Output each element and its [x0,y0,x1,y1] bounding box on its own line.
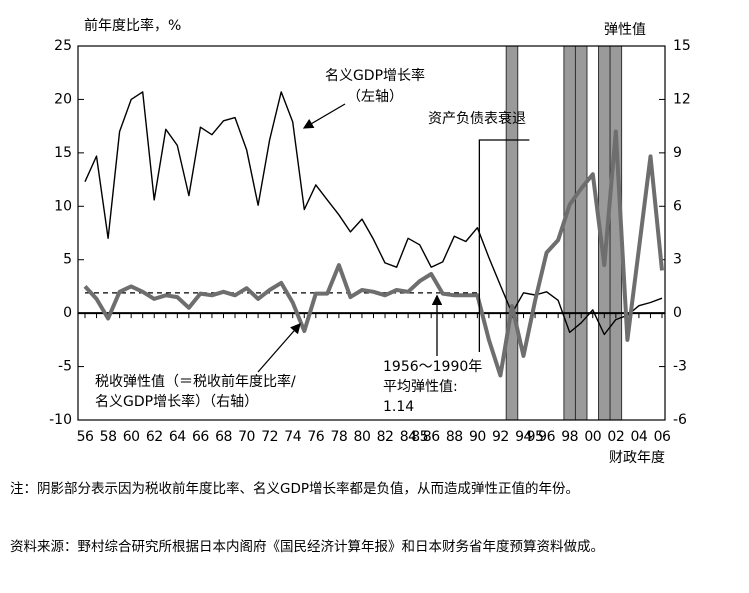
y2-tick-label: -6 [673,412,687,428]
y2-tick-label: 6 [673,198,682,214]
x-tick-label: 70 [238,429,255,445]
y-tick-label: 0 [63,305,72,321]
series-label: 税收弹性值（＝税收前年度比率/ [95,373,296,390]
y-tick-label: 25 [54,38,72,54]
x-tick-label: 78 [330,429,347,445]
x-tick-label: 76 [307,429,324,445]
series-line [84,91,663,336]
x-tick-label: 04 [631,429,648,445]
x-tick-label: 98 [561,429,578,445]
x-tick-label: 64 [169,429,186,445]
x-tick-label: 72 [261,429,278,445]
x-tick-label: 58 [100,429,117,445]
shaded-band [574,45,588,421]
x-tick-label: 95 [527,429,544,445]
x-tick-label: 66 [192,429,209,445]
series-label-note: （左轴） [347,89,403,105]
annotation-arrow [257,323,301,373]
y2-tick-label: 12 [673,91,691,107]
x-tick-label: 56 [77,429,94,445]
y2-tick-label: -3 [673,359,687,375]
x-tick-label: 00 [584,429,601,445]
series-label-note: 名义GDP增长率）（右轴） [95,393,258,410]
x-tick-label: 94 [515,429,532,445]
annotation-arrow [302,103,346,129]
y-tick-label: 10 [54,198,72,214]
average-value: 1.14 [383,399,414,415]
x-tick-label: 96 [538,429,555,445]
x-tick-label: 92 [492,429,509,445]
y-tick-label: 5 [63,252,72,268]
x-axis-label: 财政年度 [609,450,665,466]
x-tick-label: 88 [446,429,463,445]
x-tick-label: 62 [146,429,163,445]
series-line [83,129,664,378]
x-tick-label: 90 [469,429,486,445]
y2-tick-label: 9 [673,145,682,161]
shaded-band [563,45,576,421]
x-tick-label: 06 [654,429,671,445]
series-label: 名义GDP增长率 [325,67,425,84]
x-tick-label: 85 [411,429,428,445]
chart: 前年度比率，% 弹性值 财政年度 -10 -5 0 5 10 15 20 25 -6 -3 0 3 6 9… [49,17,691,466]
y-tick-label: 15 [54,145,72,161]
series-label-name: 税收弹性值 [95,374,165,390]
x-tick-label: 02 [607,429,624,445]
x-tick-label: 84 [400,429,417,445]
y-tick-label: 20 [54,91,72,107]
x-tick-label: 68 [215,429,232,445]
average-note: 平均弹性值: [383,379,458,395]
average-note: 1956～1990年 [383,359,482,375]
y2-tick-label: 15 [673,38,691,54]
footnote: 注：阴影部分表示因为税收前年度比率、名义GDP增长率都是负值，从而造成弹性正值的… [10,481,579,497]
y-axis-label: 前年度比率，% [84,17,181,34]
y-tick-label: -5 [58,359,72,375]
x-tick-label: 74 [284,429,301,445]
y-tick-label: -10 [49,412,72,428]
x-tick-label: 60 [123,429,140,445]
plot-frame [77,45,666,421]
shaded-band [505,45,519,421]
recession-bracket [478,139,530,352]
source-note: 资料来源：野村综合研究所根据日本内阁府《国民经济计算年报》和日本财务省年度预算资… [10,539,604,555]
y2-axis-label: 弹性值 [604,22,646,38]
x-tick-label: 86 [423,429,440,445]
y2-tick-label: 3 [673,252,682,268]
x-tick-label: 80 [354,429,371,445]
y2-tick-label: 0 [673,305,682,321]
recession-label: 资产负债表衰退 [428,110,526,127]
series-label-note: （＝税收前年度比率/ [165,373,296,390]
x-tick-label: 82 [377,429,394,445]
